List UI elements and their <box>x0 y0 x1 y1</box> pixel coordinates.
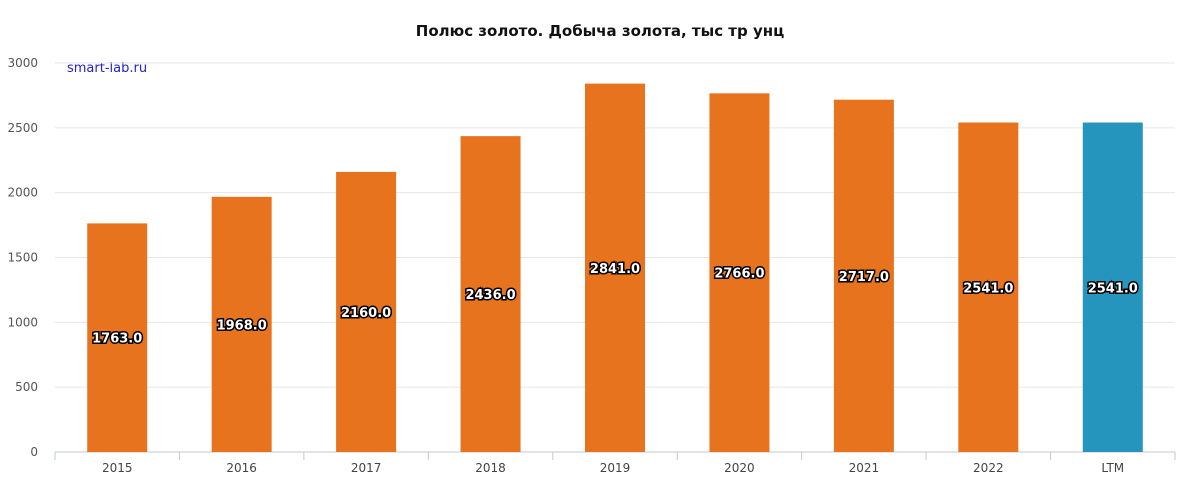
bar <box>709 93 770 452</box>
x-tick-label: 2017 <box>351 461 382 475</box>
watermark-link[interactable]: smart-lab.ru <box>67 61 148 76</box>
data-label: 2541.0 <box>1088 281 1138 296</box>
y-tick-label: 500 <box>15 380 38 394</box>
data-label: 2717.0 <box>839 270 889 285</box>
data-label: 2160.0 <box>341 306 391 321</box>
y-tick-label: 1000 <box>7 315 38 329</box>
y-tick-label: 0 <box>30 445 38 459</box>
bar <box>87 223 148 452</box>
bar <box>833 99 894 452</box>
data-label: 2766.0 <box>714 267 764 282</box>
bar <box>211 196 272 452</box>
x-tick-label: LTM <box>1101 461 1124 475</box>
y-tick-label: 2000 <box>7 186 38 200</box>
chart-title: Полюс золото. Добыча золота, тыс тр унц <box>415 22 785 40</box>
x-tick-label: 2015 <box>102 461 133 475</box>
bar <box>1082 122 1143 452</box>
bar <box>958 122 1019 452</box>
data-label: 1968.0 <box>217 318 267 333</box>
y-tick-label: 3000 <box>7 56 38 70</box>
data-label: 2541.0 <box>963 281 1013 296</box>
y-tick-label: 2500 <box>7 121 38 135</box>
data-label: 2436.0 <box>465 288 515 303</box>
data-label: 2841.0 <box>590 262 640 277</box>
x-tick-label: 2019 <box>600 461 631 475</box>
x-tick-label: 2021 <box>849 461 880 475</box>
x-tick-label: 2022 <box>973 461 1004 475</box>
bar <box>585 83 645 452</box>
x-tick-label: 2018 <box>475 461 506 475</box>
x-tick-label: 2016 <box>226 461 257 475</box>
data-label: 1763.0 <box>92 332 142 347</box>
y-tick-label: 1500 <box>7 251 38 265</box>
bar <box>460 136 521 452</box>
x-tick-label: 2020 <box>724 461 755 475</box>
bar <box>336 171 397 453</box>
